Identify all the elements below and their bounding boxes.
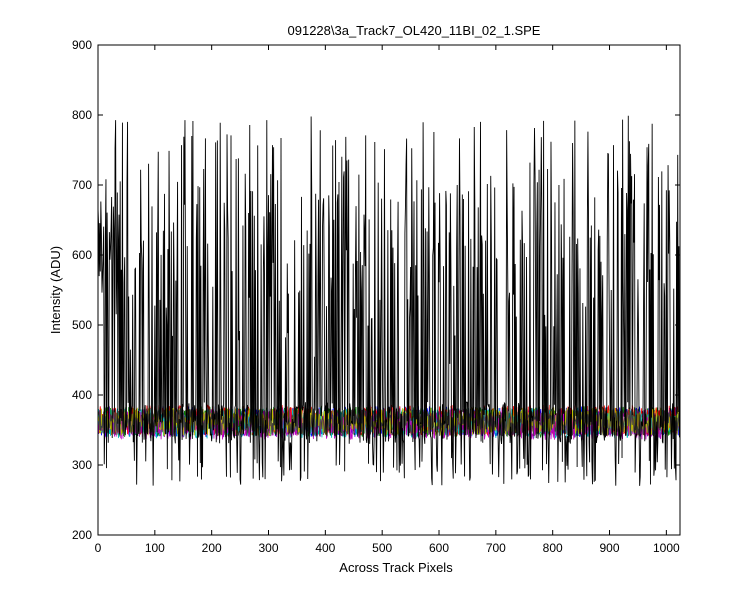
y-tick-label: 300	[72, 458, 92, 472]
chart-title: 091228\3a_Track7_OL420_11BI_02_1.SPE	[288, 23, 541, 38]
y-tick-label: 200	[72, 528, 92, 542]
y-tick-label: 800	[72, 108, 92, 122]
axes-box	[97, 44, 681, 536]
y-tick-label: 600	[72, 248, 92, 262]
x-tick-label: 100	[145, 541, 165, 555]
y-ticks: 200 300 400 500 600 700 800 900	[72, 38, 680, 542]
series-layer	[98, 115, 680, 486]
series-line-0	[98, 115, 680, 486]
y-tick-label: 400	[72, 388, 92, 402]
plot-area: 0 100 200 300 400 500 600 700 800 900 1000 200 300 4…	[72, 38, 681, 555]
x-tick-label: 600	[429, 541, 449, 555]
x-tick-label: 200	[202, 541, 222, 555]
x-tick-label: 1000	[653, 541, 680, 555]
x-tick-label: 500	[372, 541, 392, 555]
x-tick-label: 400	[315, 541, 335, 555]
y-tick-label: 700	[72, 178, 92, 192]
y-axis-label: Intensity (ADU)	[48, 246, 63, 334]
x-tick-label: 300	[258, 541, 278, 555]
x-tick-label: 0	[95, 541, 102, 555]
x-tick-label: 900	[600, 541, 620, 555]
y-tick-label: 900	[72, 38, 92, 52]
y-tick-label: 500	[72, 318, 92, 332]
x-tick-label: 700	[486, 541, 506, 555]
x-ticks: 0 100 200 300 400 500 600 700 800 900 1000	[95, 45, 680, 555]
plot-background	[98, 45, 680, 535]
x-tick-label: 800	[543, 541, 563, 555]
x-axis-label: Across Track Pixels	[339, 560, 453, 575]
